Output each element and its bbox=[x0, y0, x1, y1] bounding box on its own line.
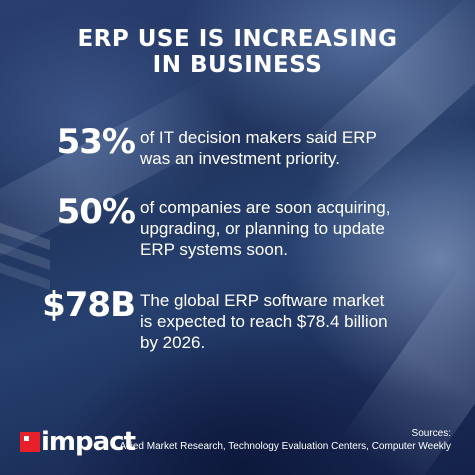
impact-logo: impact bbox=[20, 425, 136, 459]
stat-line: is expected to reach $78.4 billion bbox=[140, 312, 388, 331]
stat-description: The global ERP software market is expect… bbox=[140, 290, 460, 353]
stat-line: was an investment priority. bbox=[140, 149, 340, 168]
stat-line: by 2026. bbox=[140, 333, 206, 352]
sources-label: Sources: bbox=[411, 428, 451, 439]
stat-value: 50% bbox=[56, 192, 136, 232]
stat-value: $78B bbox=[42, 285, 136, 325]
stat-description: of IT decision makers said ERP was an in… bbox=[140, 127, 460, 169]
sources-text: Allied Market Research, Technology Evalu… bbox=[119, 441, 451, 452]
logo-text: impact bbox=[41, 427, 136, 457]
stat-line: ERP systems soon. bbox=[140, 240, 289, 259]
stat-line: of IT decision makers said ERP bbox=[140, 128, 377, 147]
sources-credit: Sources: Allied Market Research, Technol… bbox=[120, 427, 451, 453]
stat-line: of companies are soon acquiring, bbox=[140, 198, 391, 217]
stat-description: of companies are soon acquiring, upgradi… bbox=[140, 197, 460, 260]
stat-value: 53% bbox=[56, 122, 136, 162]
page-title: ERP USE IS INCREASING IN BUSINESS bbox=[0, 26, 475, 78]
title-line-2: IN BUSINESS bbox=[152, 52, 323, 78]
impact-logo-mark-icon bbox=[20, 432, 40, 452]
title-line-1: ERP USE IS INCREASING bbox=[77, 26, 398, 52]
stat-line: The global ERP software market bbox=[140, 291, 385, 310]
stat-line: upgrading, or planning to update bbox=[140, 219, 385, 238]
